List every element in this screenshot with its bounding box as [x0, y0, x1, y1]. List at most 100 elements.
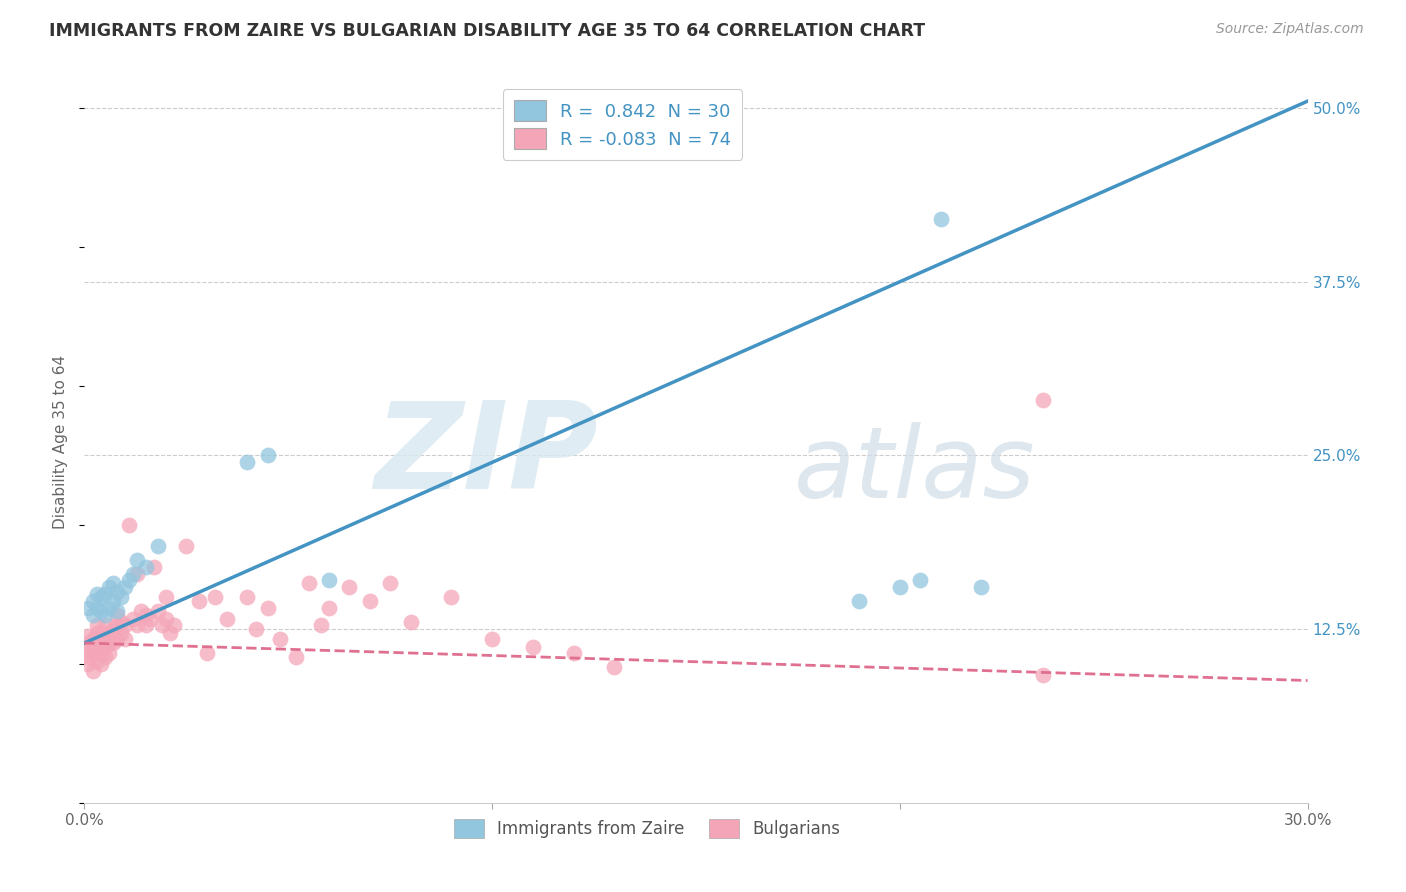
Point — [105, 584, 128, 599]
Point — [93, 608, 115, 623]
Point — [1032, 392, 1054, 407]
Point — [257, 449, 280, 463]
Point — [603, 659, 626, 673]
Point — [562, 646, 585, 660]
Point — [86, 587, 108, 601]
Point — [93, 649, 115, 664]
Point — [1032, 668, 1054, 682]
Point — [90, 636, 112, 650]
Point — [245, 622, 267, 636]
Point — [257, 601, 280, 615]
Point — [97, 581, 120, 595]
Point — [440, 590, 463, 604]
Point — [159, 626, 181, 640]
Point — [97, 646, 120, 660]
Point — [236, 455, 259, 469]
Point — [86, 626, 108, 640]
Point — [93, 640, 115, 655]
Point — [174, 539, 197, 553]
Point — [101, 594, 124, 608]
Point — [82, 594, 104, 608]
Point — [236, 590, 259, 604]
Point — [146, 604, 169, 618]
Point — [122, 612, 145, 626]
Point — [217, 612, 239, 626]
Point — [77, 657, 100, 671]
Point — [195, 646, 218, 660]
Point — [889, 581, 911, 595]
Point — [339, 581, 361, 595]
Point — [97, 636, 120, 650]
Point — [90, 604, 112, 618]
Point — [90, 626, 112, 640]
Point — [77, 649, 100, 664]
Point — [135, 608, 157, 623]
Point — [318, 601, 340, 615]
Point — [90, 657, 112, 671]
Point — [929, 212, 952, 227]
Point — [77, 601, 100, 615]
Point — [86, 646, 108, 660]
Point — [522, 640, 544, 655]
Point — [204, 590, 226, 604]
Point — [82, 664, 104, 678]
Point — [110, 626, 132, 640]
Point — [86, 618, 108, 632]
Point — [86, 640, 108, 655]
Y-axis label: Disability Age 35 to 64: Disability Age 35 to 64 — [53, 354, 69, 529]
Point — [114, 581, 136, 595]
Point — [131, 604, 153, 618]
Point — [399, 615, 422, 630]
Point — [82, 646, 104, 660]
Point — [146, 539, 169, 553]
Point — [309, 618, 332, 632]
Point — [138, 612, 160, 626]
Point — [135, 559, 157, 574]
Point — [910, 574, 932, 588]
Point — [101, 576, 124, 591]
Point — [110, 615, 132, 630]
Point — [114, 618, 136, 632]
Point — [86, 601, 108, 615]
Point — [77, 643, 100, 657]
Point — [93, 587, 115, 601]
Point — [105, 632, 128, 646]
Point — [93, 618, 115, 632]
Legend: Immigrants from Zaire, Bulgarians: Immigrants from Zaire, Bulgarians — [447, 813, 848, 845]
Text: ZIP: ZIP — [374, 398, 598, 515]
Point — [142, 559, 165, 574]
Point — [269, 632, 291, 646]
Point — [114, 632, 136, 646]
Text: Source: ZipAtlas.com: Source: ZipAtlas.com — [1216, 22, 1364, 37]
Point — [101, 622, 124, 636]
Point — [93, 632, 115, 646]
Point — [82, 639, 104, 653]
Point — [90, 590, 112, 604]
Point — [82, 608, 104, 623]
Point — [970, 581, 993, 595]
Point — [77, 636, 100, 650]
Text: IMMIGRANTS FROM ZAIRE VS BULGARIAN DISABILITY AGE 35 TO 64 CORRELATION CHART: IMMIGRANTS FROM ZAIRE VS BULGARIAN DISAB… — [49, 22, 925, 40]
Point — [105, 608, 128, 623]
Point — [135, 618, 157, 632]
Point — [82, 632, 104, 646]
Point — [150, 618, 173, 632]
Point — [110, 590, 132, 604]
Point — [86, 632, 108, 646]
Point — [380, 576, 402, 591]
Point — [97, 601, 120, 615]
Point — [122, 566, 145, 581]
Point — [127, 618, 149, 632]
Point — [97, 626, 120, 640]
Point — [118, 574, 141, 588]
Point — [127, 566, 149, 581]
Point — [848, 594, 870, 608]
Point — [118, 517, 141, 532]
Point — [77, 629, 100, 643]
Point — [155, 590, 177, 604]
Point — [101, 636, 124, 650]
Point — [86, 654, 108, 668]
Point — [155, 612, 177, 626]
Point — [359, 594, 381, 608]
Point — [163, 618, 186, 632]
